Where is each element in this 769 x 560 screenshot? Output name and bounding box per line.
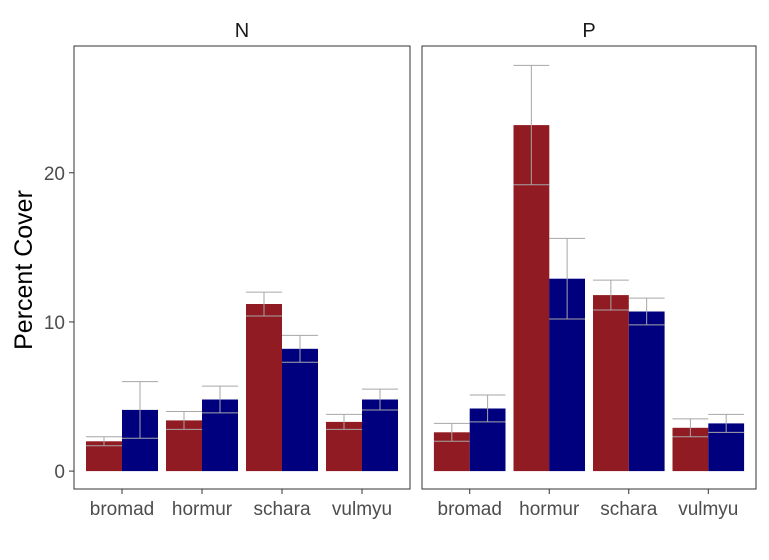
bar-P-schara-2 (628, 311, 665, 472)
error-bar-N-schara-1 (246, 291, 282, 317)
error-bar-N-bromad-1 (86, 436, 122, 447)
x-tick-label-schara: schara (253, 499, 310, 520)
bar-N-bromad-1 (86, 441, 122, 472)
error-bar-P-vulmyu-1 (672, 418, 709, 438)
error-bar-P-hormur-1 (513, 64, 550, 186)
y-tick-label-10: 10 (44, 313, 65, 334)
panel-border-N (73, 45, 411, 490)
bar-P-schara-1 (593, 295, 629, 472)
x-tick-label-vulmyu: vulmyu (678, 499, 738, 520)
error-bar-P-bromad-1 (433, 422, 470, 442)
error-bar-P-hormur-2 (549, 237, 586, 320)
x-tick-label-vulmyu: vulmyu (332, 499, 392, 520)
x-tick-label-schara: schara (600, 499, 657, 520)
bar-N-schara-2 (282, 348, 318, 472)
error-bar-N-hormur-2 (202, 385, 238, 414)
error-bar-P-vulmyu-2 (708, 413, 745, 433)
error-bar-N-vulmyu-1 (326, 413, 362, 430)
error-bar-N-bromad-2 (122, 381, 158, 439)
bar-N-vulmyu-1 (326, 421, 362, 472)
x-tick-label-bromad: bromad (438, 499, 502, 520)
x-tick-label-hormur: hormur (172, 499, 233, 520)
panel-border-P (421, 45, 757, 490)
facet-label-N: N (235, 20, 249, 42)
x-tick-label-bromad: bromad (90, 499, 154, 520)
bar-N-schara-1 (246, 304, 282, 472)
error-bar-P-bromad-2 (469, 394, 506, 423)
x-tick-label-hormur: hormur (519, 499, 580, 520)
bar-N-vulmyu-2 (362, 399, 398, 472)
y-tick-label-20: 20 (44, 164, 65, 185)
error-bar-N-schara-2 (282, 334, 318, 363)
y-axis-title: Percent Cover (10, 190, 38, 350)
facet-label-P: P (582, 20, 595, 42)
error-bar-N-hormur-1 (166, 410, 202, 430)
error-bar-N-vulmyu-2 (362, 388, 398, 411)
error-bar-P-schara-1 (592, 279, 629, 311)
y-tick-label-0: 0 (54, 462, 65, 483)
error-bar-P-schara-2 (628, 297, 665, 326)
